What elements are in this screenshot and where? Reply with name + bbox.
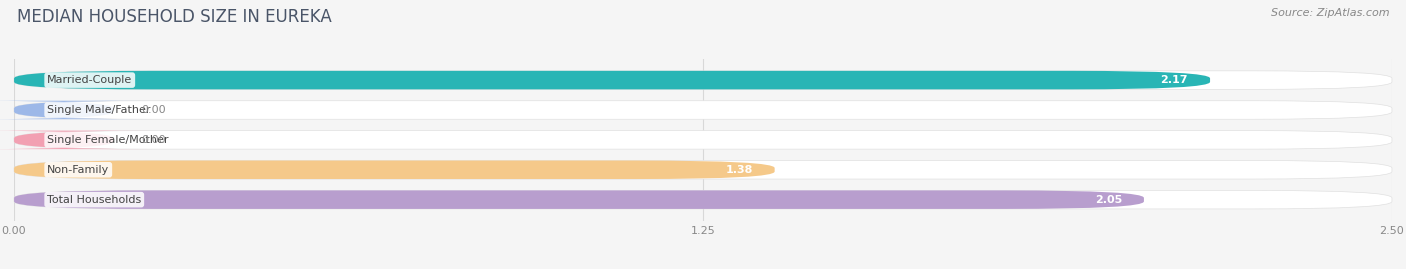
Text: 1.38: 1.38: [725, 165, 752, 175]
Text: 0.00: 0.00: [141, 105, 166, 115]
FancyBboxPatch shape: [14, 131, 1392, 149]
FancyBboxPatch shape: [14, 71, 1392, 89]
Text: Source: ZipAtlas.com: Source: ZipAtlas.com: [1271, 8, 1389, 18]
Text: MEDIAN HOUSEHOLD SIZE IN EUREKA: MEDIAN HOUSEHOLD SIZE IN EUREKA: [17, 8, 332, 26]
Text: 2.17: 2.17: [1160, 75, 1188, 85]
Text: Married-Couple: Married-Couple: [48, 75, 132, 85]
FancyBboxPatch shape: [14, 71, 1211, 89]
Text: 2.05: 2.05: [1095, 195, 1122, 205]
FancyBboxPatch shape: [14, 161, 1392, 179]
FancyBboxPatch shape: [14, 190, 1144, 209]
FancyBboxPatch shape: [0, 101, 152, 119]
FancyBboxPatch shape: [14, 161, 775, 179]
FancyBboxPatch shape: [0, 131, 152, 149]
Text: Non-Family: Non-Family: [48, 165, 110, 175]
FancyBboxPatch shape: [14, 190, 1392, 209]
Text: Single Female/Mother: Single Female/Mother: [48, 135, 169, 145]
Text: Total Households: Total Households: [48, 195, 142, 205]
Text: 0.00: 0.00: [141, 135, 166, 145]
FancyBboxPatch shape: [14, 101, 1392, 119]
Text: Single Male/Father: Single Male/Father: [48, 105, 150, 115]
